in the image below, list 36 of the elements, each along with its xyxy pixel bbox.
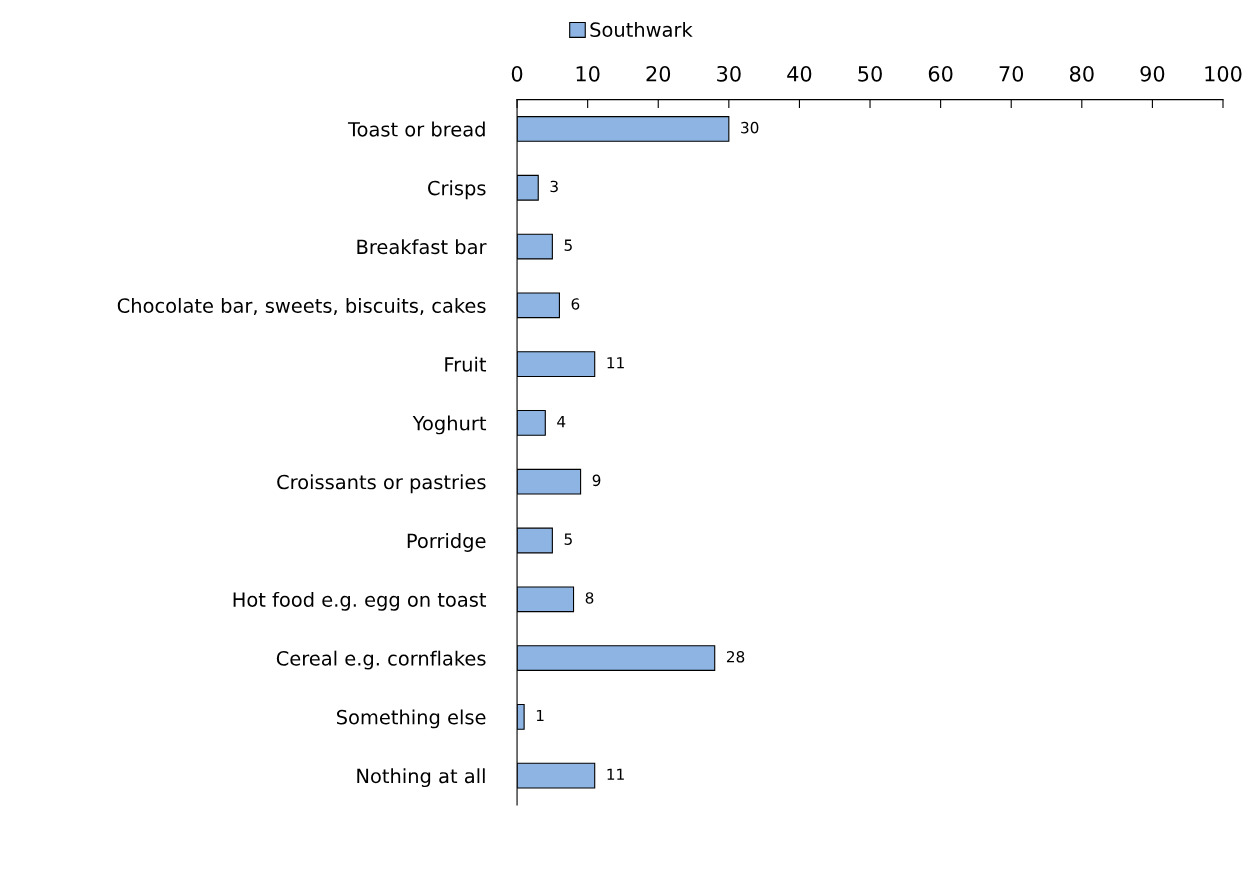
y-tick-label: Toast or bread bbox=[347, 121, 485, 137]
y-tick-label: Yoghurt bbox=[412, 415, 487, 435]
y-tick-label: Something else bbox=[336, 709, 486, 729]
legend-label: Southwark bbox=[590, 21, 693, 38]
x-tick-label: 80 bbox=[1069, 65, 1094, 82]
data-label: 6 bbox=[571, 298, 580, 310]
y-tick-label: Hot food e.g. egg on toast bbox=[233, 591, 487, 611]
data-label: 1 bbox=[536, 709, 544, 722]
y-tick-label: Fruit bbox=[445, 356, 487, 372]
data-label: 11 bbox=[607, 768, 624, 780]
x-tick-label: 40 bbox=[787, 65, 812, 82]
data-label: 4 bbox=[557, 415, 566, 428]
data-label: 9 bbox=[592, 474, 601, 487]
x-tick-label: 10 bbox=[576, 65, 600, 82]
y-tick-label: Croissants or pastries bbox=[277, 474, 486, 494]
data-label: 11 bbox=[607, 357, 624, 369]
y-tick-label: Nothing at all bbox=[357, 768, 485, 788]
y-tick-label: Breakfast bar bbox=[357, 239, 487, 255]
y-tick-label: Chocolate bar, sweets, biscuits, cakes bbox=[117, 297, 486, 315]
data-label: 30 bbox=[741, 121, 759, 134]
x-tick-label: 30 bbox=[717, 65, 741, 82]
y-tick-label: Porridge bbox=[407, 533, 486, 552]
data-label: 8 bbox=[585, 592, 594, 604]
data-label: 28 bbox=[726, 650, 745, 663]
x-tick-label: 70 bbox=[999, 65, 1024, 82]
data-label: 5 bbox=[564, 533, 572, 545]
data-label: 5 bbox=[564, 239, 572, 251]
y-tick-label: Cereal e.g. cornflakes bbox=[276, 650, 486, 670]
x-tick-label: 50 bbox=[858, 65, 882, 82]
x-tick-label: 60 bbox=[928, 65, 953, 82]
x-tick-label: 20 bbox=[646, 65, 671, 82]
data-label: 3 bbox=[550, 180, 558, 193]
y-tick-label: Crisps bbox=[428, 180, 486, 200]
x-tick-label: 90 bbox=[1140, 65, 1165, 82]
x-tick-label: 100 bbox=[1205, 65, 1242, 82]
x-tick-label: 0 bbox=[511, 65, 523, 82]
